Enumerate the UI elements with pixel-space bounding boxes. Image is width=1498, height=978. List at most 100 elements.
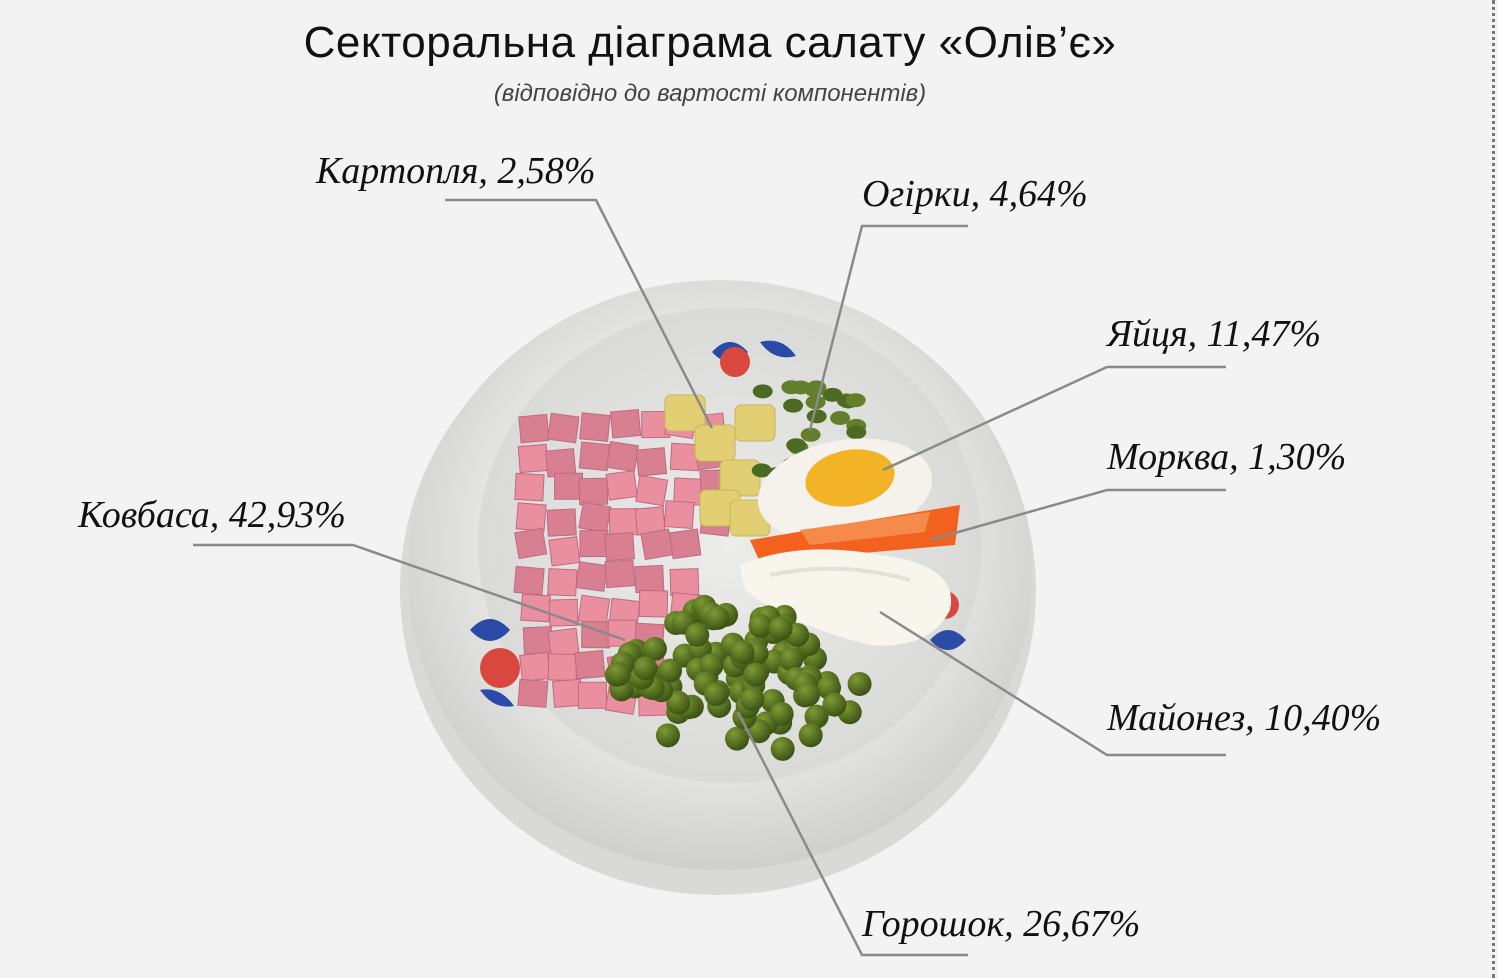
sausage-cube (548, 536, 581, 567)
sausage-cube (579, 529, 609, 558)
pea (768, 616, 793, 641)
pea (798, 723, 823, 748)
sausage-cube (604, 559, 636, 589)
pea (685, 622, 710, 647)
cucumber-piece (845, 393, 866, 408)
carrot-sector (750, 505, 960, 562)
sausage-cube (519, 651, 551, 682)
sausage-cube (634, 564, 665, 594)
pea (730, 640, 755, 665)
sausage-cube (515, 502, 547, 532)
sausage-cube (577, 594, 611, 626)
pea (699, 653, 724, 678)
sausage-cube (546, 508, 577, 537)
sausage-cube (608, 508, 639, 536)
sausage-cube (554, 472, 584, 500)
potato-sector (664, 394, 776, 537)
sausage-cube (638, 589, 669, 618)
sausage-cube (663, 500, 695, 530)
cucumber-piece (846, 425, 867, 440)
sausage-cube (609, 408, 642, 439)
sausage-cube (635, 474, 669, 507)
label-ohirky: Огірки, 4,64% (862, 173, 1088, 215)
sausage-cube (578, 441, 611, 472)
cucumber-piece (786, 438, 807, 453)
sausage-cube (547, 653, 578, 682)
pea (740, 687, 765, 712)
pea (822, 692, 847, 717)
leader-line-horoshok (736, 711, 968, 957)
cucumber-piece (800, 427, 821, 442)
leader-line-kovbasa (193, 543, 626, 642)
sausage-cube (575, 561, 608, 592)
chart-title: Секторальна діаграма салату «Олів’є» (303, 18, 1117, 67)
pea (642, 636, 667, 661)
sausage-cube (547, 412, 580, 444)
cucumber-piece (790, 380, 811, 395)
sausage-cube (577, 681, 607, 709)
flower-decoration-left (470, 619, 520, 707)
sausage-cube (578, 477, 609, 506)
pea (748, 614, 773, 639)
leader-line-ohirky (808, 224, 968, 431)
potato-chunk (734, 404, 776, 442)
sausage-cube (522, 626, 553, 655)
pea (655, 723, 680, 748)
sausage-cube (606, 441, 639, 473)
leader-line-kartoplia (445, 198, 714, 429)
pea (779, 647, 804, 672)
flower-decoration-top (712, 340, 796, 377)
egg-sector (757, 438, 933, 542)
potato-chunk (694, 424, 736, 462)
pea (796, 682, 821, 707)
sausage-cube (513, 565, 545, 596)
pea (703, 682, 728, 707)
label-horoshok: Горошок, 26,67% (861, 903, 1140, 945)
sausage-cube (578, 501, 612, 534)
sausage-cube (604, 532, 636, 562)
chart-subtitle: (відповідно до вартості компонентів) (493, 80, 927, 107)
sausage-cube (517, 443, 549, 474)
cucumber-piece (752, 384, 773, 399)
label-kartoplia: Картопля, 2,58% (315, 150, 596, 192)
pea (769, 701, 794, 726)
sausage-cube (635, 447, 668, 477)
sausage-cube (669, 528, 702, 560)
sausage-cube (605, 470, 638, 501)
label-yaitsia: Яйця, 11,47% (1105, 313, 1321, 355)
sausage-cube (669, 568, 700, 596)
cucumber-piece (751, 463, 772, 478)
sausage-cube (514, 527, 548, 560)
sausage-cube (574, 649, 606, 680)
leader-line-mayonez (879, 610, 1226, 757)
pea (658, 658, 683, 683)
mayonnaise-sector (740, 549, 952, 646)
label-mayonez: Майонез, 10,40% (1106, 697, 1381, 739)
cucumber-piece (805, 395, 826, 410)
cucumber-piece (830, 411, 851, 426)
sausage-cube (579, 412, 611, 442)
sausage-cube (640, 528, 674, 561)
dotted-page-border (1492, 0, 1498, 978)
pea (705, 605, 730, 630)
sausage-cube (518, 413, 550, 444)
pea (666, 690, 691, 715)
cucumber-piece (806, 409, 827, 424)
sausage-cube (514, 472, 545, 502)
pea (743, 662, 768, 687)
pea (633, 656, 658, 681)
sausage-cube (547, 568, 578, 597)
label-morkva: Морква, 1,30% (1106, 436, 1346, 478)
pea (804, 704, 829, 729)
leader-line-morkva (929, 488, 1226, 542)
sausage-cube (517, 678, 549, 708)
pea (847, 672, 872, 697)
pea (724, 726, 749, 751)
pea (606, 661, 631, 686)
cucumber-piece (783, 398, 804, 413)
cucumber-piece (822, 387, 843, 402)
leader-line-yaitsia (882, 365, 1226, 472)
leader-lines (193, 198, 1226, 957)
peas-sector (604, 594, 872, 761)
